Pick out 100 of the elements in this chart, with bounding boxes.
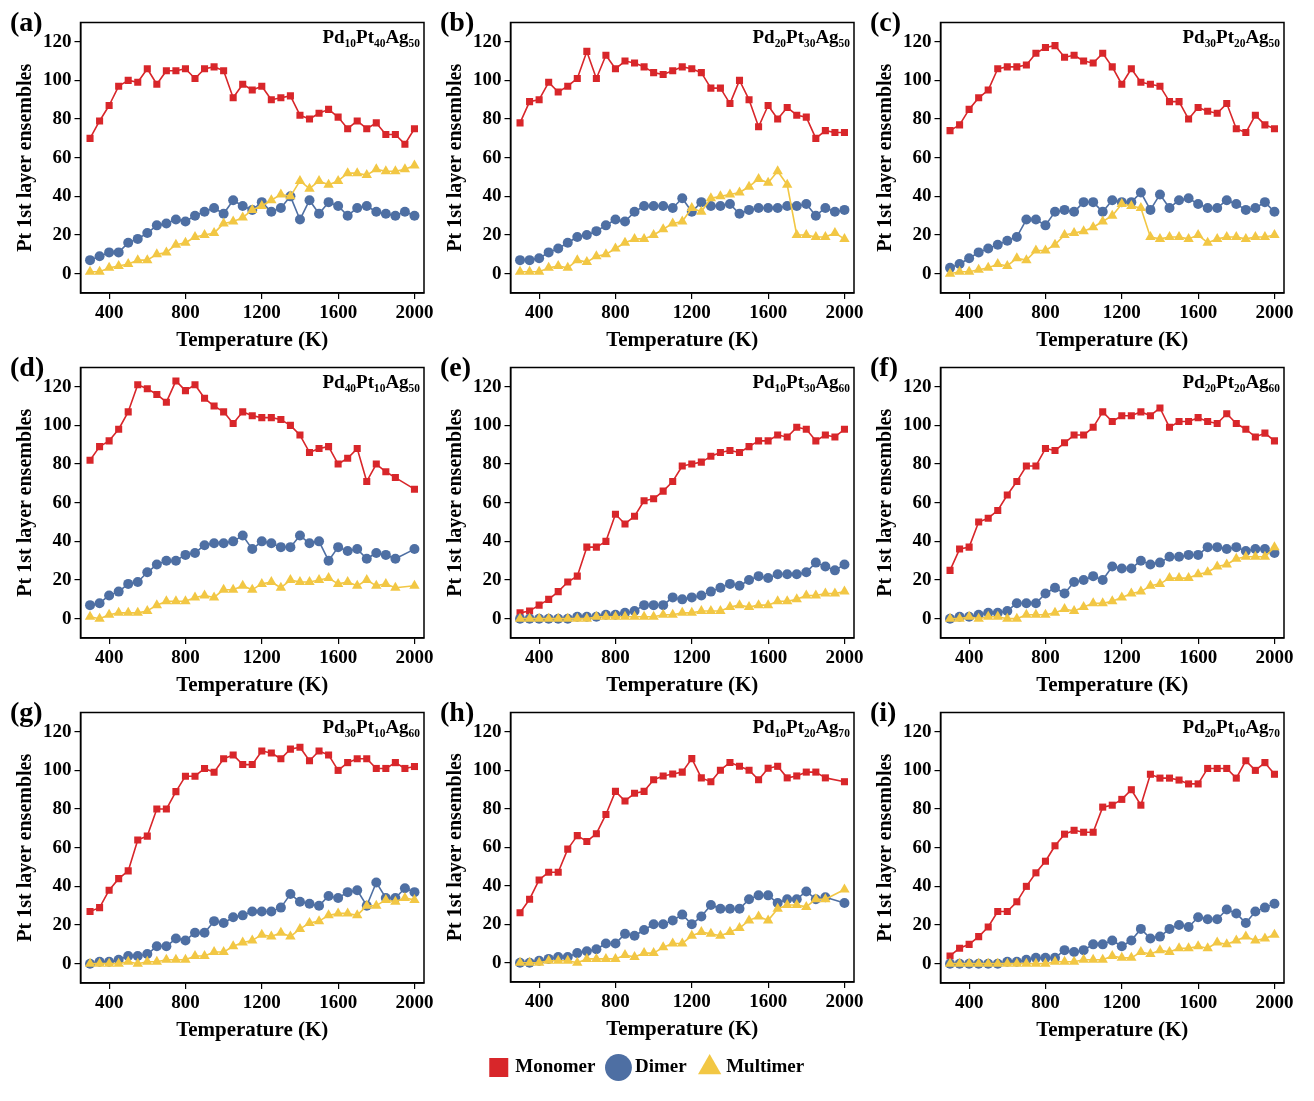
y-axis-title: Pt 1st layer ensembles	[13, 753, 37, 942]
y-tick-label: 100	[473, 68, 502, 90]
point	[210, 768, 218, 776]
point	[1041, 43, 1049, 52]
point	[342, 167, 353, 177]
point	[228, 536, 239, 547]
point	[992, 258, 1003, 268]
point	[1261, 429, 1269, 437]
point	[1118, 412, 1126, 420]
point	[678, 63, 686, 71]
point	[715, 190, 726, 200]
point	[686, 919, 697, 930]
point	[237, 910, 248, 921]
x-tick-label: 2000	[825, 646, 864, 668]
x-axis-title: Temperature (K)	[1036, 326, 1189, 351]
point	[1041, 445, 1049, 453]
point	[648, 610, 659, 620]
x-tick-label: 400	[94, 301, 124, 323]
point	[275, 581, 287, 591]
point	[650, 495, 658, 503]
point	[1146, 412, 1154, 420]
point	[342, 210, 353, 221]
point	[772, 569, 783, 580]
point	[678, 462, 686, 470]
point	[659, 487, 667, 495]
point	[96, 117, 104, 125]
point	[975, 518, 983, 526]
y-tick-label: 100	[903, 413, 932, 435]
point	[696, 604, 707, 614]
point	[209, 916, 220, 927]
point	[266, 906, 277, 917]
y-tick-label: 100	[903, 758, 932, 780]
point	[1061, 830, 1069, 838]
point	[1135, 585, 1147, 595]
point	[228, 195, 239, 206]
point	[1137, 78, 1145, 86]
point	[344, 125, 352, 133]
chart-subtitle: Pd₃₀Pt₁₀Ag₆₀	[322, 715, 421, 737]
point	[1126, 563, 1137, 574]
point	[1221, 938, 1232, 948]
point	[189, 591, 201, 601]
point	[724, 188, 736, 198]
point	[390, 210, 401, 221]
point	[1154, 931, 1165, 942]
point	[237, 579, 248, 589]
point	[1251, 433, 1259, 441]
point	[526, 895, 534, 903]
y-tick-label: 100	[43, 413, 72, 435]
point	[1022, 61, 1030, 69]
point	[190, 927, 200, 938]
point	[975, 94, 983, 102]
point	[1202, 202, 1213, 213]
point	[227, 583, 239, 593]
point	[1135, 923, 1146, 934]
point	[688, 755, 696, 763]
point	[1259, 932, 1271, 942]
point	[707, 778, 715, 786]
y-tick-label: 60	[482, 835, 502, 857]
x-tick-label: 2000	[395, 301, 434, 323]
point	[380, 549, 391, 560]
point	[753, 599, 764, 609]
point	[696, 911, 707, 922]
point	[1250, 202, 1261, 213]
point	[134, 381, 142, 389]
point	[115, 425, 123, 433]
point	[1002, 235, 1013, 246]
point	[801, 567, 812, 578]
point	[1204, 417, 1212, 426]
point	[667, 592, 678, 603]
point	[189, 949, 201, 959]
point	[1231, 542, 1242, 553]
point	[956, 121, 964, 129]
point	[745, 766, 753, 774]
point	[724, 903, 735, 914]
point	[820, 230, 831, 240]
point	[201, 65, 209, 73]
point	[161, 941, 172, 952]
point	[151, 941, 162, 952]
point	[190, 547, 200, 558]
point	[390, 581, 401, 591]
point	[1051, 446, 1059, 455]
y-tick-label: 120	[43, 374, 72, 396]
point	[220, 755, 228, 763]
point	[545, 868, 553, 876]
point	[1165, 774, 1174, 782]
point	[1021, 598, 1032, 609]
point	[1087, 953, 1099, 963]
point	[764, 437, 772, 445]
point	[1173, 942, 1185, 952]
point	[134, 78, 142, 86]
y-tick-label: 60	[52, 835, 72, 857]
point	[839, 898, 850, 909]
point	[1099, 803, 1107, 811]
point	[124, 867, 132, 875]
point	[218, 946, 229, 956]
point	[973, 263, 984, 273]
point	[564, 845, 572, 853]
point	[1183, 193, 1194, 204]
point	[716, 84, 724, 92]
point	[984, 514, 992, 522]
